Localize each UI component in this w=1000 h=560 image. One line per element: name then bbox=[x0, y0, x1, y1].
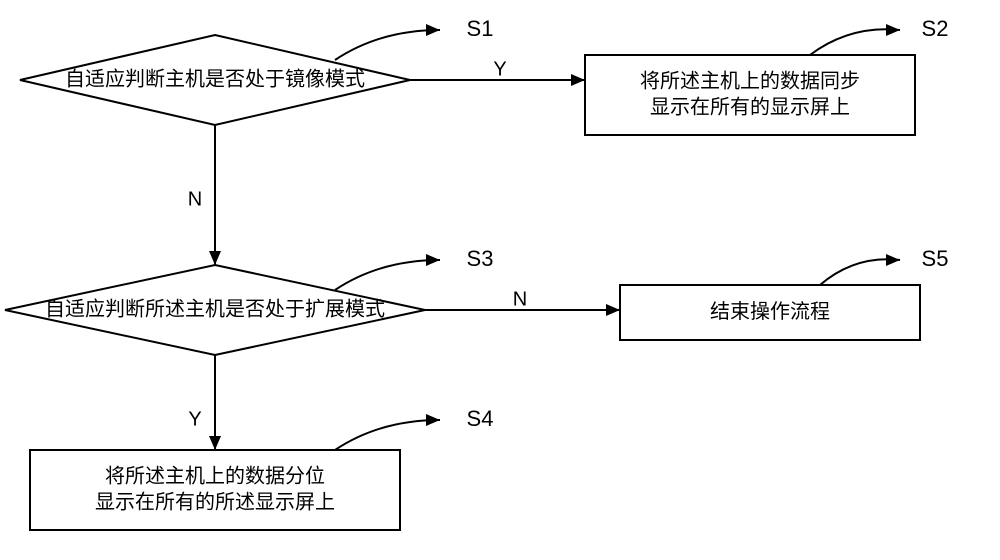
node-s3-text: 自适应判断所述主机是否处于扩展模式 bbox=[45, 297, 385, 320]
edge-s1_s2-label: Y bbox=[493, 58, 506, 80]
node-s5: 结束操作流程 bbox=[620, 285, 920, 340]
label-s1: S1 bbox=[467, 16, 494, 41]
node-s4-line1: 显示在所有的所述显示屏上 bbox=[95, 490, 335, 513]
node-s5-line0: 结束操作流程 bbox=[710, 300, 830, 323]
label-s5: S5 bbox=[922, 246, 949, 271]
edge-s3_s4-label: Y bbox=[188, 408, 201, 430]
callout-c3 bbox=[335, 260, 440, 290]
label-s3: S3 bbox=[467, 246, 494, 271]
node-s2: 将所述主机上的数据同步显示在所有的显示屏上 bbox=[585, 55, 915, 135]
node-s3: 自适应判断所述主机是否处于扩展模式 bbox=[5, 265, 425, 355]
callout-c4 bbox=[335, 420, 440, 450]
node-s2-line0: 将所述主机上的数据同步 bbox=[640, 69, 860, 92]
edge-s3_s5-label: N bbox=[513, 288, 527, 310]
edge-s1_s3-label: N bbox=[188, 188, 202, 210]
callout-c1 bbox=[335, 30, 440, 60]
label-s4: S4 bbox=[467, 406, 494, 431]
node-s4-line0: 将所述主机上的数据分位 bbox=[105, 464, 325, 487]
node-s1-text: 自适应判断主机是否处于镜像模式 bbox=[65, 67, 365, 90]
node-s1: 自适应判断主机是否处于镜像模式 bbox=[20, 35, 410, 125]
node-s2-line1: 显示在所有的显示屏上 bbox=[650, 95, 850, 118]
node-s4: 将所述主机上的数据分位显示在所有的所述显示屏上 bbox=[30, 450, 400, 530]
label-s2: S2 bbox=[922, 16, 949, 41]
